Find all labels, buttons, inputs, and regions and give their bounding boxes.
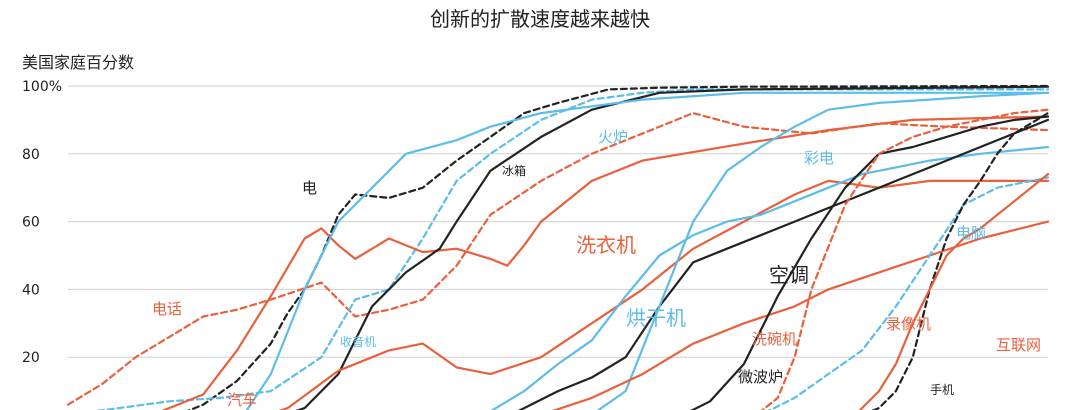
series-line-15 [858, 173, 1050, 410]
series-label: 冰箱 [502, 163, 526, 178]
y-tick-label: 60 [22, 215, 40, 231]
series-line-8 [517, 118, 1050, 410]
y-tick-labels: 100% 80 60 40 20 [22, 79, 62, 366]
y-tick-label: 100% [22, 79, 62, 95]
series-label: 录像机 [886, 315, 931, 333]
series-label: 洗碗机 [752, 330, 797, 348]
series-label: 微波炉 [738, 368, 783, 386]
series-line-0 [186, 84, 1050, 410]
series-line-13 [767, 176, 1050, 410]
y-tick-label: 40 [22, 282, 40, 298]
series-lines [66, 84, 1050, 410]
series-line-5 [245, 91, 1050, 410]
series-label: 烘干机 [626, 306, 686, 330]
series-label: 电脑 [956, 224, 986, 242]
series-label: 汽车 [227, 391, 257, 409]
series-label: 火炉 [598, 128, 628, 146]
y-tick-label: 80 [22, 147, 40, 163]
series-line-11 [690, 115, 1050, 410]
series-line-3 [161, 115, 1050, 410]
series-label: 空调 [769, 263, 809, 287]
series-label: 电 [302, 179, 317, 197]
series-line-9 [596, 91, 1050, 410]
series-line-6 [278, 179, 1050, 410]
series-line-12 [760, 108, 1050, 410]
chart-title: 创新的扩散速度越来越快 [430, 7, 650, 31]
y-axis-label: 美国家庭百分数 [22, 53, 134, 72]
y-tick-label: 20 [22, 350, 40, 366]
series-label: 互联网 [996, 336, 1041, 354]
series-label: 收音机 [340, 334, 376, 349]
series-label: 洗衣机 [576, 233, 636, 257]
series-line-2 [95, 88, 1050, 410]
series-label: 电话 [152, 300, 182, 318]
series-label: 彩电 [804, 149, 834, 167]
series-line-14 [871, 111, 1050, 410]
series-line-7 [490, 145, 1050, 410]
series-line-4 [295, 85, 1050, 410]
series-label: 手机 [930, 383, 954, 397]
series-line-1 [66, 111, 1050, 406]
